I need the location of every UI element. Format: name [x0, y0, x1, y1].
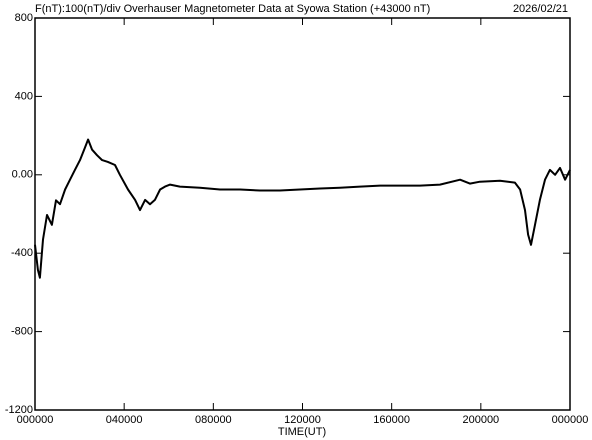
y-tick-label: 800 — [15, 12, 33, 24]
x-tick-label: 000000 — [552, 414, 589, 426]
y-tick-label: -800 — [11, 326, 33, 338]
y-tick-label: 0.00 — [12, 169, 33, 181]
x-tick-label: 040000 — [106, 414, 143, 426]
x-tick-label: 080000 — [195, 414, 232, 426]
y-tick-label: 400 — [15, 90, 33, 102]
x-tick-label: 200000 — [462, 414, 499, 426]
x-axis-label: TIME(UT) — [278, 426, 326, 438]
chart-date: 2026/02/21 — [513, 3, 568, 15]
x-tick-label: 120000 — [284, 414, 321, 426]
chart-title: F(nT):100(nT)/div Overhauser Magnetomete… — [35, 3, 430, 15]
plot-frame — [34, 17, 571, 411]
x-tick-label: 160000 — [373, 414, 410, 426]
y-tick-label: -400 — [11, 247, 33, 259]
data-line — [34, 138, 571, 279]
y-tick-label: -1200 — [5, 404, 33, 416]
x-tick-label: 000000 — [17, 414, 54, 426]
